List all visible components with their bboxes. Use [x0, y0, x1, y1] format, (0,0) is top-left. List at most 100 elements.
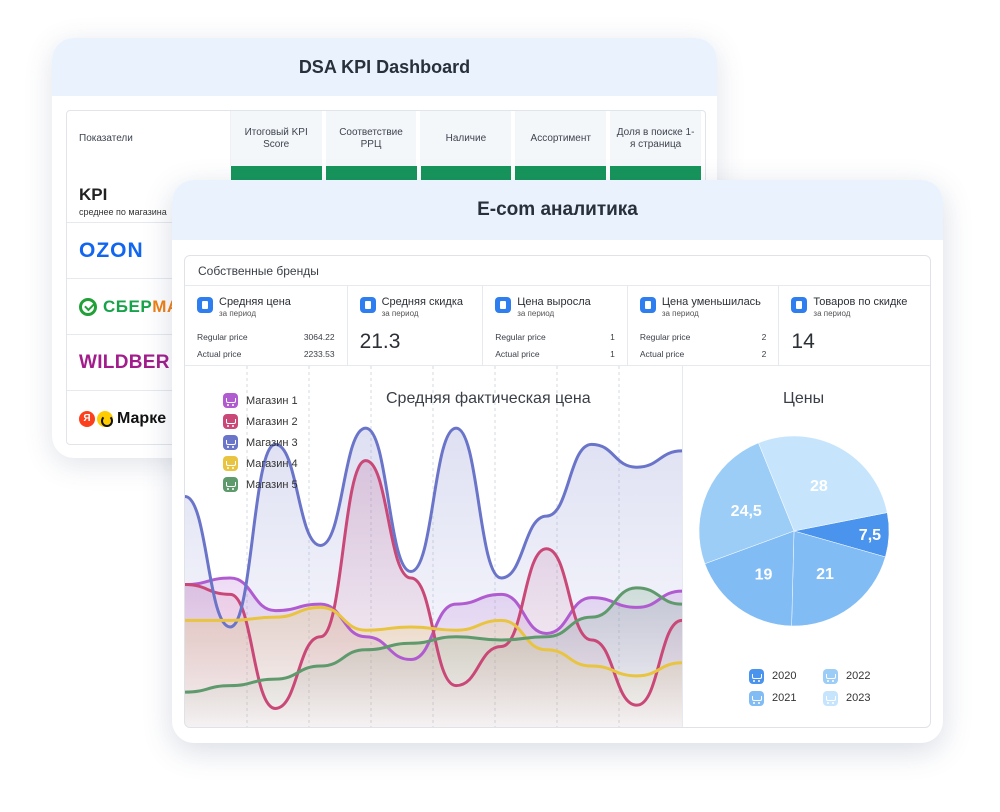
stat-label: Цена уменьшилась [661, 296, 761, 308]
kpi-header-assortment[interactable]: Ассортимент [515, 111, 607, 166]
cart-icon [223, 435, 238, 450]
kpi-sub-label: среднее по магазина [79, 207, 167, 217]
pie-slice-2021 [704, 530, 795, 627]
stat-label: Товаров по скидке [813, 296, 908, 308]
stat-line-value: 1 [610, 349, 615, 359]
stat-line: Actual price 2233.53 [197, 349, 335, 359]
kpi-header-availability[interactable]: Наличие [420, 111, 512, 166]
stat-line: Actual price 2 [640, 349, 767, 359]
own-brands-panel: Собственные бренды Средняя цена за перио… [184, 255, 931, 728]
score-cell [610, 166, 701, 180]
kpi-label: KPI [79, 185, 108, 204]
stat-line-name: Actual price [197, 349, 242, 359]
pie-legend-item-2021[interactable]: 2021 [749, 690, 823, 706]
wildberries-logo: WILDBER [79, 351, 170, 373]
charts-area: Средняя фактическая цена Магазин 1 Магаз… [185, 366, 930, 727]
legend-item-store-2[interactable]: Магазин 2 [223, 411, 298, 432]
stat-line: Actual price 1 [495, 349, 615, 359]
kpi-window-title: DSA KPI Dashboard [52, 38, 717, 96]
series-line-4 [185, 605, 684, 678]
ecom-window-title: E-com аналитика [172, 180, 943, 240]
score-cell [420, 166, 512, 180]
stat-big-value: 21.3 [359, 330, 401, 353]
pie-slice-label: 19 [755, 566, 773, 583]
stat-line-value: 3064.22 [303, 332, 335, 342]
pie-slice-label: 21 [816, 566, 834, 583]
stat-discounted-items[interactable]: Товаров по скидке за период 14 [779, 286, 930, 366]
kpi-average-row: KPI среднее по магазина [67, 180, 705, 222]
legend-label: Магазин 1 [246, 394, 298, 407]
stat-price-decreased[interactable]: Цена уменьшилась за период Regular price… [628, 286, 780, 366]
kpi-header-score[interactable]: Итоговый KPI Score [230, 111, 322, 166]
stat-line-value: 2 [761, 349, 767, 359]
series-line-2 [185, 459, 684, 710]
score-cell [231, 166, 322, 180]
stat-line: Regular price 2 [640, 332, 767, 342]
score-cell [325, 166, 417, 180]
area-chart-legend: Магазин 1 Магазин 2 Магазин 3 Магазин 4 [223, 390, 298, 495]
legend-label: Магазин 5 [246, 478, 298, 491]
kpi-table-header: Показатели Итоговый KPI Score Соответств… [67, 111, 705, 166]
legend-item-store-4[interactable]: Магазин 4 [223, 453, 298, 474]
score-cell [515, 166, 607, 180]
stat-price-increased[interactable]: Цена выросла за период Regular price 1 A… [483, 286, 628, 366]
cart-icon [223, 393, 238, 408]
stat-line: Regular price 1 [495, 332, 615, 342]
document-icon [197, 297, 213, 313]
pie-legend-item-2023[interactable]: 2023 [823, 690, 897, 706]
stat-avg-price[interactable]: Средняя цена за период Regular price 306… [185, 286, 348, 366]
stat-label: Средняя цена [219, 296, 291, 308]
yandex-letter-icon: Я [79, 410, 95, 427]
stat-line-name: Actual price [495, 349, 540, 359]
stat-line-name: Regular price [639, 332, 691, 342]
stat-sub: за период [661, 309, 699, 318]
prices-pie-chart: Цены 7,5 21 19 24,5 28 2020 2022 2021 [682, 366, 930, 727]
ecom-analytics-window: E-com аналитика Собственные бренды Средн… [172, 180, 943, 743]
pie-legend-item-2022[interactable]: 2022 [823, 668, 897, 684]
sber-logo: СБЕР МА [79, 297, 180, 317]
stat-label: Цена выросла [517, 296, 591, 308]
legend-item-store-5[interactable]: Магазин 5 [223, 474, 298, 495]
stat-line: Regular price 3064.22 [197, 332, 335, 342]
legend-label: Магазин 3 [246, 436, 298, 449]
pie-slice-label: 24,5 [731, 503, 762, 520]
pie-legend-label: 2021 [772, 692, 797, 704]
stat-line-value: 1 [610, 332, 615, 342]
document-icon [791, 297, 808, 313]
document-icon [495, 297, 512, 313]
pie-chart-svg: 7,5 21 19 24,5 28 [698, 435, 890, 627]
kpi-score-row [67, 166, 705, 180]
stat-sub: за период [219, 309, 256, 318]
stat-sub: за период [813, 309, 851, 318]
legend-item-store-1[interactable]: Магазин 1 [223, 390, 298, 411]
stat-label: Средняя скидка [381, 296, 464, 308]
cart-icon [749, 690, 764, 706]
pie-legend-label: 2020 [772, 670, 797, 682]
yandex-market-logo: Я Марке [79, 410, 166, 428]
stats-row: Средняя цена за период Regular price 306… [185, 286, 930, 366]
legend-item-store-3[interactable]: Магазин 3 [223, 432, 298, 453]
series-line-3 [185, 426, 684, 629]
legend-label: Магазин 2 [246, 415, 298, 428]
stat-sub: за период [381, 309, 419, 318]
avg-actual-price-chart: Средняя фактическая цена Магазин 1 Магаз… [185, 366, 684, 727]
kpi-header-rrc[interactable]: Соответствие РРЦ [325, 111, 417, 166]
stat-avg-discount[interactable]: Средняя скидка за период 21.3 [348, 286, 484, 366]
cart-icon [749, 668, 764, 684]
pie-slice-2022 [698, 442, 795, 565]
stat-line-name: Regular price [495, 332, 546, 342]
stat-sub: за период [517, 309, 555, 318]
sber-logo-text: СБЕР [103, 296, 153, 316]
pie-legend-item-2020[interactable]: 2020 [749, 668, 823, 684]
pie-slice-2023 [758, 435, 888, 532]
cart-icon [223, 477, 238, 492]
stat-big-value: 14 [791, 330, 815, 353]
stat-line-value: 2233.53 [303, 349, 335, 359]
area-chart-svg [185, 366, 684, 727]
pie-legend-label: 2022 [846, 670, 871, 682]
stat-line-value: 2 [761, 332, 767, 342]
stat-line-name: Regular price [197, 332, 248, 342]
area-chart-title: Средняя фактическая цена [386, 390, 591, 407]
kpi-header-search-share[interactable]: Доля в поиске 1-я страница [610, 111, 702, 166]
ozon-logo: OZON [79, 238, 144, 262]
